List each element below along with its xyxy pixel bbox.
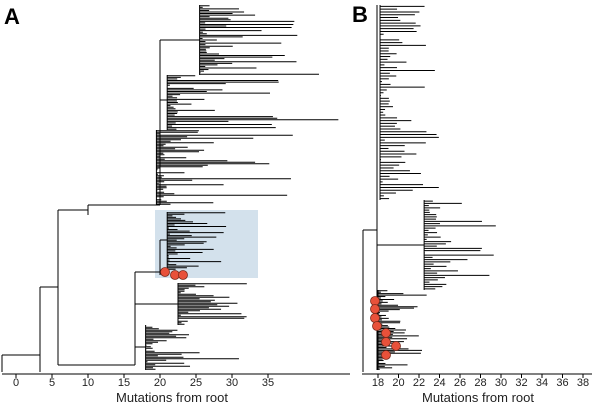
sample-marker: [178, 270, 188, 280]
sample-marker: [372, 321, 382, 331]
x-tick-label: 25: [189, 377, 203, 389]
x-tick-label: 0: [12, 377, 20, 389]
x-tick-label: 34: [535, 377, 549, 389]
x-tick-label: 30: [225, 377, 239, 389]
x-tick-label: 18: [371, 377, 385, 389]
panel-b-label: B: [352, 2, 368, 27]
x-tick-label: 38: [576, 377, 590, 389]
sample-marker: [381, 328, 391, 338]
x-tick-label: 28: [474, 377, 487, 389]
x-tick-label: 20: [153, 377, 167, 389]
x-tick-label: 20: [392, 377, 405, 389]
sample-marker: [160, 267, 170, 277]
panel-a-x-axis-label: Mutations from root: [116, 390, 228, 405]
x-tick-label: 26: [453, 377, 467, 389]
sample-marker: [381, 337, 391, 347]
x-tick-label: 32: [515, 377, 528, 389]
x-tick-label: 10: [81, 377, 95, 389]
x-tick-label: 35: [261, 377, 275, 389]
panel-b-x-axis-label: Mutations from root: [422, 390, 534, 405]
x-tick-label: 30: [494, 377, 508, 389]
sample-marker: [370, 304, 380, 314]
x-tick-label: 24: [433, 377, 446, 389]
sample-marker: [391, 341, 401, 351]
x-tick-label: 36: [556, 377, 569, 389]
x-tick-label: 15: [117, 377, 131, 389]
sample-marker: [381, 350, 391, 360]
x-tick-label: 22: [412, 377, 426, 389]
x-tick-label: 5: [48, 377, 56, 389]
panel-a-label: A: [4, 4, 20, 29]
sample-marker: [370, 313, 380, 323]
